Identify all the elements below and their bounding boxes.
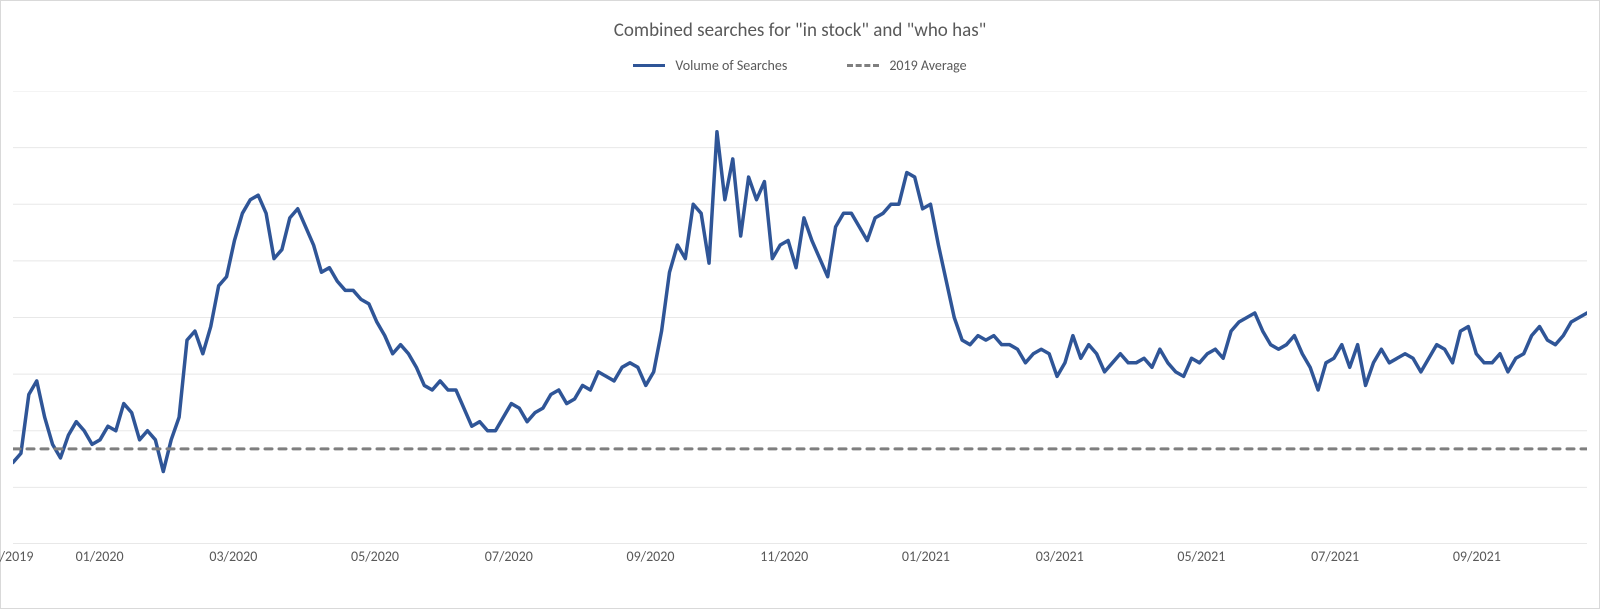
legend-label-average: 2019 Average: [889, 57, 966, 74]
x-tick-label: 07/2020: [485, 548, 533, 565]
x-tick-label: 1/2019: [0, 548, 33, 565]
x-tick-label: 01/2021: [902, 548, 950, 565]
x-tick-label: 11/2020: [760, 548, 808, 565]
plot-svg: [13, 91, 1587, 544]
x-tick-label: 05/2021: [1177, 548, 1225, 565]
x-tick-label: 01/2020: [76, 548, 124, 565]
line-chart: Combined searches for "in stock" and "wh…: [0, 0, 1600, 609]
legend-item-volume: Volume of Searches: [633, 57, 787, 74]
chart-legend: Volume of Searches 2019 Average: [1, 57, 1599, 74]
chart-title: Combined searches for "in stock" and "wh…: [1, 19, 1599, 42]
x-tick-label: 09/2020: [626, 548, 674, 565]
plot-area: [13, 91, 1587, 544]
x-tick-label: 09/2021: [1453, 548, 1501, 565]
x-tick-label: 07/2021: [1311, 548, 1359, 565]
legend-swatch-volume: [633, 64, 665, 67]
x-tick-label: 03/2020: [209, 548, 257, 565]
x-axis: 1/201901/202003/202005/202007/202009/202…: [13, 548, 1587, 578]
legend-item-average: 2019 Average: [847, 57, 966, 74]
legend-swatch-average: [847, 64, 879, 67]
x-tick-label: 03/2021: [1036, 548, 1084, 565]
x-tick-label: 05/2020: [351, 548, 399, 565]
legend-label-volume: Volume of Searches: [675, 57, 787, 74]
